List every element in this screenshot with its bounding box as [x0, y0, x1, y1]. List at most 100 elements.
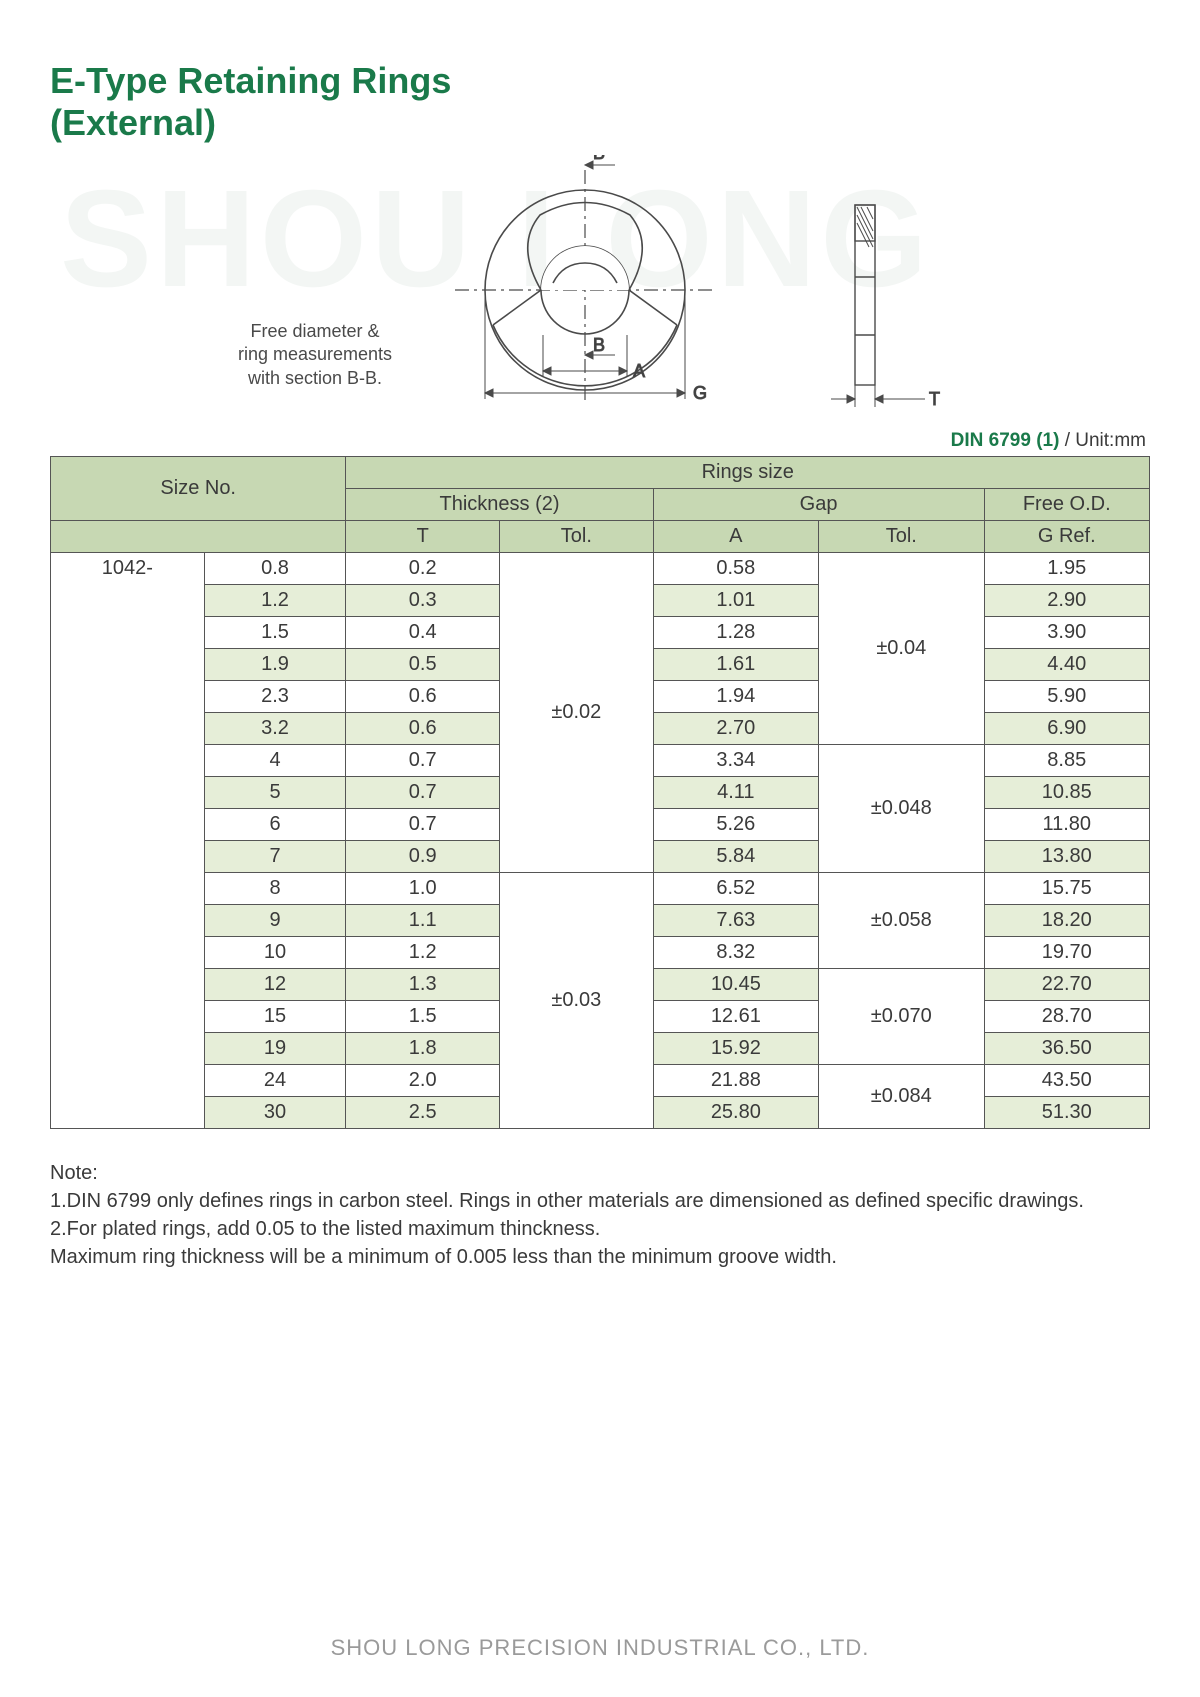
cell-size: 19 — [204, 1032, 346, 1064]
ring-section-diagram: T — [815, 195, 975, 415]
cell-T: 0.6 — [346, 680, 500, 712]
table-row: 81.0±0.036.52±0.05815.75 — [51, 872, 1150, 904]
cell-A: 7.63 — [653, 904, 818, 936]
cell-A: 1.94 — [653, 680, 818, 712]
cell-G: 11.80 — [984, 808, 1150, 840]
cell-G: 28.70 — [984, 1000, 1150, 1032]
col-G: G Ref. — [984, 520, 1150, 552]
notes-heading: Note: — [50, 1159, 1150, 1187]
cell-A: 10.45 — [653, 968, 818, 1000]
cell-size: 0.8 — [204, 552, 346, 584]
svg-text:B: B — [593, 155, 605, 163]
cell-T: 1.1 — [346, 904, 500, 936]
cell-G: 1.95 — [984, 552, 1150, 584]
size-prefix: 1042- — [51, 552, 205, 1128]
cell-G: 5.90 — [984, 680, 1150, 712]
cell-A-tol: ±0.084 — [819, 1064, 984, 1128]
col-T: T — [346, 520, 500, 552]
cell-G: 3.90 — [984, 616, 1150, 648]
col-free-od: Free O.D. — [984, 488, 1150, 520]
col-size-no: Size No. — [51, 456, 346, 520]
cell-size: 2.3 — [204, 680, 346, 712]
cell-T: 0.6 — [346, 712, 500, 744]
cell-A: 25.80 — [653, 1096, 818, 1128]
page-title: E-Type Retaining Rings (External) — [50, 60, 1150, 145]
cell-T: 1.3 — [346, 968, 500, 1000]
notes-block: Note: 1.DIN 6799 only defines rings in c… — [50, 1159, 1150, 1271]
cell-G: 43.50 — [984, 1064, 1150, 1096]
cell-G: 8.85 — [984, 744, 1150, 776]
cell-T-tol: ±0.03 — [500, 872, 654, 1128]
ring-front-diagram: B B A G — [445, 155, 735, 415]
cell-G: 36.50 — [984, 1032, 1150, 1064]
cell-size: 24 — [204, 1064, 346, 1096]
cell-T: 1.5 — [346, 1000, 500, 1032]
cell-size: 1.9 — [204, 648, 346, 680]
cell-A-tol: ±0.04 — [819, 552, 984, 744]
cell-G: 19.70 — [984, 936, 1150, 968]
cell-T-tol: ±0.02 — [500, 552, 654, 872]
note-2: 2.For plated rings, add 0.05 to the list… — [50, 1215, 1150, 1243]
cell-A: 3.34 — [653, 744, 818, 776]
cell-T: 1.8 — [346, 1032, 500, 1064]
cell-T: 1.0 — [346, 872, 500, 904]
note-3: Maximum ring thickness will be a minimum… — [50, 1243, 1150, 1271]
cell-A: 5.26 — [653, 808, 818, 840]
table-row: 1042-0.80.2±0.020.58±0.041.95 — [51, 552, 1150, 584]
col-gap: Gap — [653, 488, 984, 520]
cell-size: 1.2 — [204, 584, 346, 616]
cell-G: 15.75 — [984, 872, 1150, 904]
cell-A: 1.61 — [653, 648, 818, 680]
col-rings-size: Rings size — [346, 456, 1150, 488]
cell-T: 0.3 — [346, 584, 500, 616]
cell-A-tol: ±0.048 — [819, 744, 984, 872]
standard-line: DIN 6799 (1) / Unit:mm — [50, 430, 1150, 452]
svg-text:B: B — [593, 335, 605, 355]
cell-A: 15.92 — [653, 1032, 818, 1064]
caption-l3: with section B-B. — [248, 368, 382, 388]
cell-T: 0.2 — [346, 552, 500, 584]
cell-G: 10.85 — [984, 776, 1150, 808]
cell-A: 2.70 — [653, 712, 818, 744]
cell-size: 6 — [204, 808, 346, 840]
cell-size: 12 — [204, 968, 346, 1000]
cell-T: 0.4 — [346, 616, 500, 648]
cell-T: 2.5 — [346, 1096, 500, 1128]
standard-unit: / Unit:mm — [1059, 430, 1146, 451]
cell-T: 0.9 — [346, 840, 500, 872]
cell-T: 2.0 — [346, 1064, 500, 1096]
cell-A: 21.88 — [653, 1064, 818, 1096]
cell-A: 5.84 — [653, 840, 818, 872]
cell-size: 5 — [204, 776, 346, 808]
cell-A: 0.58 — [653, 552, 818, 584]
caption-l1: Free diameter & — [250, 321, 379, 341]
title-line-2: (External) — [50, 102, 216, 143]
cell-A: 4.11 — [653, 776, 818, 808]
cell-T: 0.7 — [346, 776, 500, 808]
cell-T: 0.7 — [346, 744, 500, 776]
footer-company: SHOU LONG PRECISION INDUSTRIAL CO., LTD. — [0, 1635, 1200, 1661]
cell-G: 18.20 — [984, 904, 1150, 936]
note-1: 1.DIN 6799 only defines rings in carbon … — [50, 1187, 1150, 1215]
cell-A: 1.28 — [653, 616, 818, 648]
cell-size: 3.2 — [204, 712, 346, 744]
standard-label: DIN 6799 (1) — [951, 430, 1060, 451]
title-line-1: E-Type Retaining Rings — [50, 60, 451, 101]
col-blank — [51, 520, 346, 552]
cell-size: 10 — [204, 936, 346, 968]
cell-G: 22.70 — [984, 968, 1150, 1000]
cell-G: 51.30 — [984, 1096, 1150, 1128]
cell-size: 8 — [204, 872, 346, 904]
cell-A: 12.61 — [653, 1000, 818, 1032]
cell-size: 4 — [204, 744, 346, 776]
cell-G: 4.40 — [984, 648, 1150, 680]
col-T-tol: Tol. — [500, 520, 654, 552]
svg-text:A: A — [633, 361, 645, 381]
cell-G: 13.80 — [984, 840, 1150, 872]
cell-size: 30 — [204, 1096, 346, 1128]
cell-A-tol: ±0.058 — [819, 872, 984, 968]
cell-size: 9 — [204, 904, 346, 936]
svg-text:G: G — [693, 383, 707, 403]
spec-table: Size No. Rings size Thickness (2) Gap Fr… — [50, 456, 1150, 1129]
col-thickness: Thickness (2) — [346, 488, 653, 520]
